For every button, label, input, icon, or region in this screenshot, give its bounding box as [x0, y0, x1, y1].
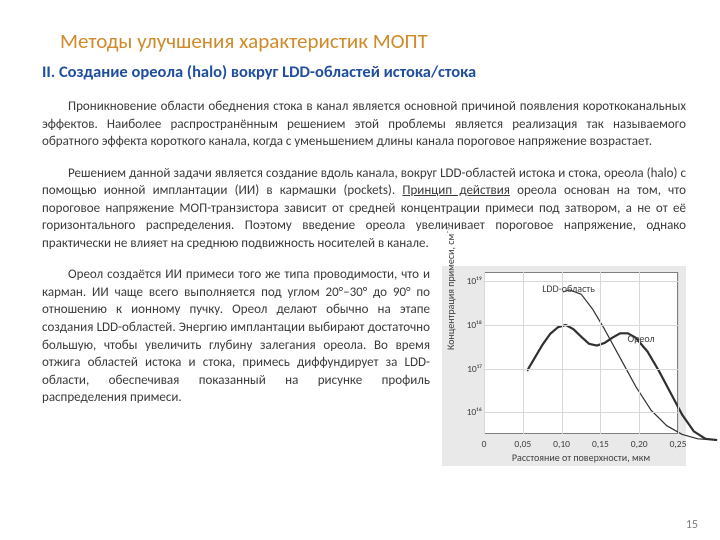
- chart-gridline-v: [562, 272, 563, 434]
- chart-plot-area: [484, 272, 678, 434]
- chart-series-halo: [527, 325, 717, 440]
- chart-annotation-halo: Ореол: [628, 332, 655, 345]
- chart-xtick: 0,05: [514, 438, 531, 450]
- chart-gridline-v: [484, 272, 485, 434]
- chart-xtick: 0,15: [592, 438, 609, 450]
- para2-underlined: Принцип действия: [402, 183, 510, 198]
- subtitle-text: Создание ореола (halo) вокруг LDD-област…: [59, 62, 476, 82]
- concentration-chart: Концентрация примеси, см⁻³ Расстояние от…: [442, 266, 686, 466]
- chart-gridline-h: [484, 325, 678, 326]
- chart-xtick: 0: [482, 438, 487, 450]
- chart-xlabel: Расстояние от поверхности, мкм: [484, 451, 678, 464]
- chart-xtick: 0,10: [553, 438, 570, 450]
- chart-ytick: 10¹⁶: [460, 406, 482, 418]
- slide-subtitle: II. Создание ореола (halo) вокруг LDD-об…: [42, 62, 686, 82]
- chart-svg: [527, 279, 720, 441]
- chart-gridline-v: [600, 272, 601, 434]
- page-number: 15: [686, 518, 698, 532]
- paragraph-1: Проникновение области обеднения стока в …: [42, 98, 686, 151]
- chart-gridline-h: [484, 412, 678, 413]
- chart-xtick: 0,20: [631, 438, 648, 450]
- slide-title: Методы улучшения характеристик МОПТ: [60, 28, 686, 54]
- chart-gridline-v: [639, 272, 640, 434]
- chart-gridline-v: [678, 272, 679, 434]
- chart-gridline-h: [484, 369, 678, 370]
- chart-ytick: 10¹⁹: [460, 275, 482, 287]
- chart-gridline-v: [523, 272, 524, 434]
- paragraph-3: Ореол создаётся ИИ примеси того же типа …: [42, 266, 430, 406]
- chart-ylabel: Концентрация примеси, см⁻³: [444, 227, 457, 350]
- paragraph-2: Решением данной задачи является создание…: [42, 165, 686, 253]
- chart-xtick: 0,25: [670, 438, 687, 450]
- chart-ytick: 10¹⁸: [460, 319, 482, 331]
- chart-ytick: 10¹⁷: [460, 363, 482, 375]
- chart-annotation-ldd: LDD-область: [542, 282, 595, 295]
- subtitle-prefix: II.: [42, 62, 59, 82]
